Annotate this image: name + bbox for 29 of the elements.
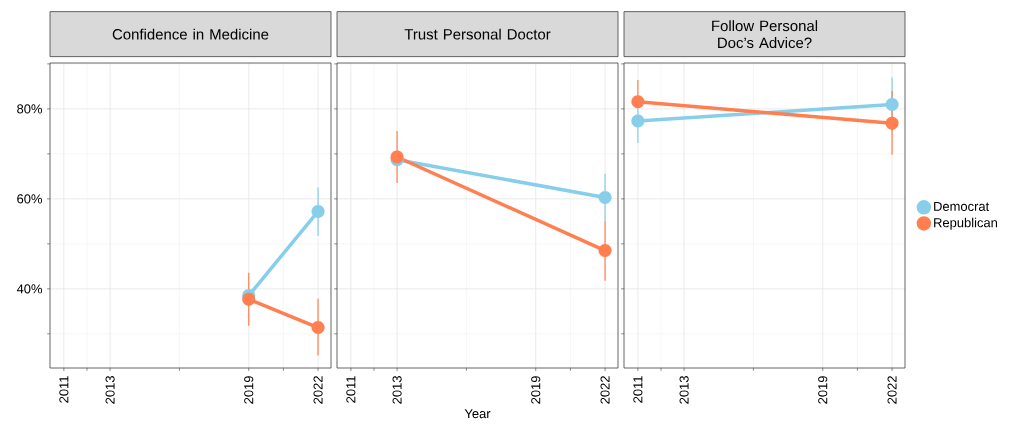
x-tick-label: 2013	[392, 376, 402, 404]
x-tick-label: 2011	[633, 376, 643, 403]
legend-label: Republican	[934, 217, 998, 230]
chart-title: Follow Personal Doc’s Advice?	[712, 20, 818, 49]
point	[598, 190, 612, 205]
point	[311, 320, 325, 335]
y-tick-label: 80%	[17, 104, 43, 114]
point	[598, 244, 612, 258]
point	[311, 204, 325, 218]
x-tick-label: 2022	[313, 376, 323, 404]
x-tick-label: 2019	[818, 376, 828, 404]
x-tick-label: 2013	[679, 376, 689, 404]
chart-title: Trust Personal Doctor	[404, 28, 551, 40]
point	[885, 97, 899, 111]
x-tick-label: 2013	[105, 376, 115, 404]
chart-title: Confidence in Medicine	[112, 28, 269, 40]
y-tick-label: 40%	[16, 284, 43, 294]
point	[631, 114, 645, 128]
x-tick-label: 2019	[531, 376, 541, 404]
point	[631, 95, 645, 109]
x-tick-label: 2011	[59, 376, 69, 403]
x-tick-label: 2019	[244, 376, 254, 404]
x-tick-label: 2011	[346, 376, 356, 403]
x-tick-label: 2022	[600, 376, 610, 404]
y-tick-label: 60%	[17, 194, 43, 204]
x-axis-title: Year	[464, 409, 491, 419]
legend-label: Democrat	[934, 201, 990, 211]
x-tick-label: 2022	[887, 376, 897, 404]
point	[885, 116, 899, 130]
